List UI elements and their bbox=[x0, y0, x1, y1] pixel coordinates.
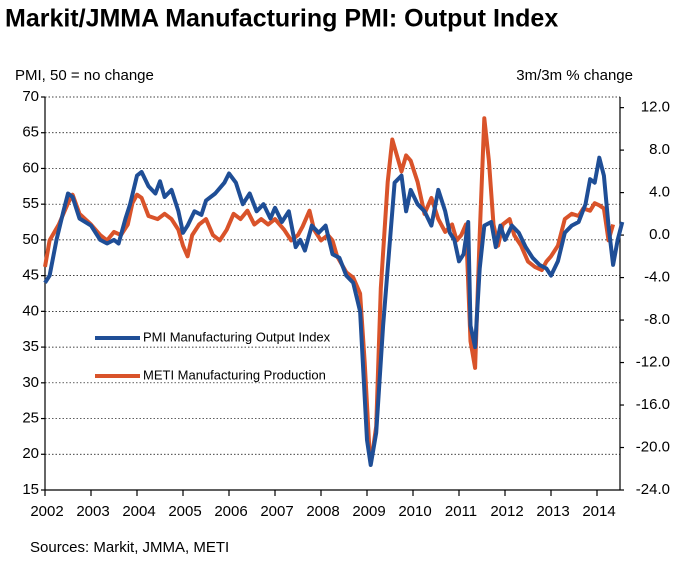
legend-label: PMI Manufacturing Output Index bbox=[143, 329, 331, 344]
y-tick-label: 65 bbox=[22, 124, 39, 141]
x-tick-label: 2003 bbox=[76, 503, 109, 520]
y-tick-label: 20 bbox=[22, 445, 39, 462]
y-tick-label: 40 bbox=[22, 302, 39, 319]
y-axis-label: PMI, 50 = no change bbox=[15, 67, 154, 84]
y2-tick-label: -16.0 bbox=[636, 396, 670, 413]
y-tick-label: 30 bbox=[22, 374, 39, 391]
y-tick-label: 45 bbox=[22, 267, 39, 284]
y-tick-label: 60 bbox=[22, 159, 39, 176]
y-tick-label: 15 bbox=[22, 481, 39, 498]
source: Sources: Markit, JMMA, METI bbox=[30, 539, 229, 556]
y2-tick-label: 8.0 bbox=[649, 141, 670, 158]
legend: PMI Manufacturing Output Index METI Manuf… bbox=[95, 329, 331, 382]
x-tick-label: 2006 bbox=[214, 503, 247, 520]
x-tick-label: 2012 bbox=[490, 503, 523, 520]
chart-title: Markit/JMMA Manufacturing PMI: Output In… bbox=[5, 5, 558, 33]
y2-tick-label: 4.0 bbox=[649, 184, 670, 201]
y2-axis-label: 3m/3m % change bbox=[516, 67, 633, 84]
legend-label: METI Manufacturing Production bbox=[143, 367, 326, 382]
x-tick-label: 2007 bbox=[260, 503, 293, 520]
y2-tick-label: 0.0 bbox=[649, 226, 670, 243]
y-tick-label: 35 bbox=[22, 338, 39, 355]
x-tick-label: 2010 bbox=[398, 503, 431, 520]
x-tick-label: 2005 bbox=[168, 503, 201, 520]
y2-tick-label: -12.0 bbox=[636, 354, 670, 371]
y2-tick-label: -24.0 bbox=[636, 481, 670, 498]
y2-tick-label: -20.0 bbox=[636, 438, 670, 455]
x-tick-label: 2004 bbox=[122, 503, 155, 520]
y-tick-label: 50 bbox=[22, 231, 39, 248]
series-line bbox=[43, 155, 625, 467]
y2-tick-label: 12.0 bbox=[641, 99, 670, 116]
x-tick-label: 2014 bbox=[582, 503, 615, 520]
y2-tick-label: -4.0 bbox=[644, 269, 670, 286]
x-tick-label: 2009 bbox=[352, 503, 385, 520]
x-tick-label: 2011 bbox=[445, 503, 477, 520]
y-tick-label: 55 bbox=[22, 195, 39, 212]
x-tick-label: 2008 bbox=[306, 503, 339, 520]
y-tick-label: 70 bbox=[22, 88, 39, 105]
y2-tick-label: -8.0 bbox=[644, 311, 670, 328]
y-tick-label: 25 bbox=[22, 410, 39, 427]
x-tick-label: 2002 bbox=[30, 503, 63, 520]
x-tick-label: 2013 bbox=[536, 503, 569, 520]
series-line bbox=[43, 116, 616, 455]
